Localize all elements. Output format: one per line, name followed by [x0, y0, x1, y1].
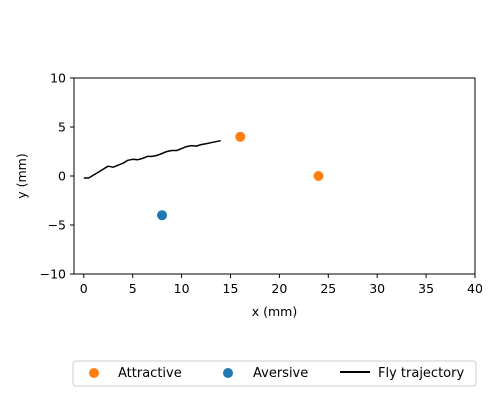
y-tick-label: 5 [58, 120, 66, 135]
y-axis: −10 −5 0 5 10 [40, 71, 74, 282]
legend-label-fly-trajectory: Fly trajectory [378, 366, 464, 381]
x-tick-label: 5 [129, 281, 137, 296]
legend-marker-aversive [223, 368, 233, 378]
x-axis-label: x (mm) [252, 304, 297, 319]
y-tick-label: −5 [48, 218, 66, 233]
legend-label-attractive: Attractive [118, 366, 182, 381]
data-point-aversive [157, 210, 168, 221]
legend: Attractive Aversive Fly trajectory [72, 360, 477, 387]
x-tick-label: 15 [223, 281, 239, 296]
legend-frame [72, 360, 477, 387]
x-tick-label: 10 [174, 281, 190, 296]
y-axis-label: y (mm) [14, 153, 29, 198]
x-tick-label: 20 [271, 281, 287, 296]
x-tick-label: 30 [369, 281, 385, 296]
x-axis: 0 5 10 15 20 25 30 35 40 [80, 274, 483, 296]
plot-layer [83, 131, 324, 221]
x-tick-label: 25 [320, 281, 336, 296]
y-tick-label: −10 [40, 267, 66, 282]
x-tick-label: 0 [80, 281, 88, 296]
y-tick-label: 10 [50, 71, 66, 86]
plot-frame [73, 77, 476, 275]
data-point-attractive [235, 131, 246, 142]
legend-label-aversive: Aversive [253, 366, 308, 381]
x-tick-label: 35 [418, 281, 434, 296]
legend-marker-attractive [89, 368, 99, 378]
x-tick-label: 40 [467, 281, 483, 296]
y-tick-label: 0 [58, 169, 66, 184]
data-point-attractive [313, 171, 324, 181]
series-line-fly-trajectory [83, 139, 221, 179]
